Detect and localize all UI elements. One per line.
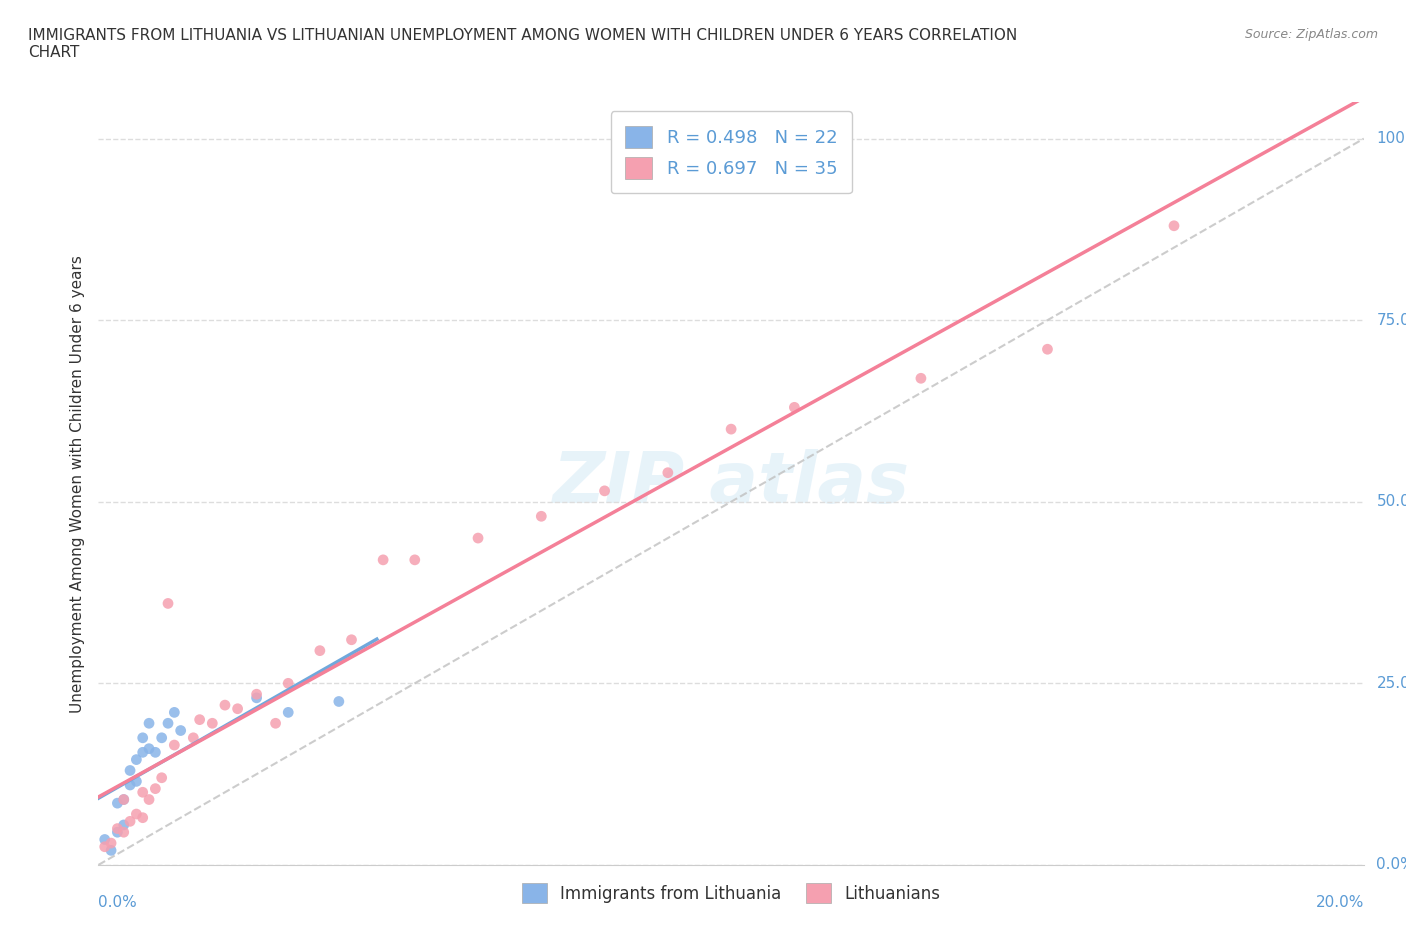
Point	[910, 371, 932, 386]
Point	[132, 730, 155, 745]
Text: 75.0%: 75.0%	[1376, 312, 1406, 327]
Point	[1163, 219, 1185, 233]
Point	[188, 712, 211, 727]
Point	[157, 596, 180, 611]
Text: 0.0%: 0.0%	[98, 896, 138, 910]
Point	[112, 792, 135, 807]
Point	[132, 785, 155, 800]
Point	[371, 552, 394, 567]
Point	[783, 400, 806, 415]
Point	[138, 792, 160, 807]
Point	[720, 421, 742, 436]
Point	[264, 716, 287, 731]
Point	[120, 763, 141, 777]
Point	[132, 745, 155, 760]
Point	[163, 705, 186, 720]
Text: Source: ZipAtlas.com: Source: ZipAtlas.com	[1244, 28, 1378, 41]
Point	[657, 465, 679, 480]
Text: 0.0%: 0.0%	[1376, 857, 1406, 872]
Text: ZIP atlas: ZIP atlas	[553, 449, 910, 518]
Point	[150, 730, 173, 745]
Text: 20.0%: 20.0%	[1316, 896, 1364, 910]
Point	[593, 484, 616, 498]
Point	[404, 552, 426, 567]
Point	[125, 806, 148, 821]
Point	[132, 810, 155, 825]
Point	[150, 770, 173, 785]
Point	[214, 698, 236, 712]
Point	[277, 705, 299, 720]
Point	[157, 716, 180, 731]
Point	[125, 774, 148, 789]
Point	[107, 796, 129, 811]
Point	[100, 843, 122, 857]
Y-axis label: Unemployment Among Women with Children Under 6 years: Unemployment Among Women with Children U…	[69, 255, 84, 712]
Point	[530, 509, 553, 524]
Point	[138, 741, 160, 756]
Point	[340, 632, 363, 647]
Point	[169, 724, 191, 738]
Text: IMMIGRANTS FROM LITHUANIA VS LITHUANIAN UNEMPLOYMENT AMONG WOMEN WITH CHILDREN U: IMMIGRANTS FROM LITHUANIA VS LITHUANIAN …	[28, 28, 1018, 60]
Text: 100.0%: 100.0%	[1376, 131, 1406, 146]
Point	[246, 686, 269, 701]
Point	[107, 821, 129, 836]
Point	[125, 752, 148, 767]
Point	[183, 730, 205, 745]
Point	[145, 745, 166, 760]
Point	[112, 825, 135, 840]
Legend: Immigrants from Lithuania, Lithuanians: Immigrants from Lithuania, Lithuanians	[515, 876, 948, 910]
Text: 25.0%: 25.0%	[1376, 676, 1406, 691]
Point	[100, 836, 122, 851]
Point	[112, 817, 135, 832]
Point	[145, 781, 166, 796]
Point	[309, 644, 332, 658]
Point	[163, 737, 186, 752]
Point	[107, 825, 129, 840]
Point	[1036, 342, 1059, 357]
Point	[277, 676, 299, 691]
Point	[328, 694, 350, 709]
Point	[246, 690, 269, 705]
Point	[226, 701, 249, 716]
Point	[112, 792, 135, 807]
Point	[138, 716, 160, 731]
Point	[93, 839, 117, 854]
Point	[201, 716, 224, 731]
Point	[467, 531, 489, 546]
Text: 50.0%: 50.0%	[1376, 494, 1406, 510]
Point	[120, 777, 141, 792]
Point	[120, 814, 141, 829]
Point	[93, 832, 117, 847]
